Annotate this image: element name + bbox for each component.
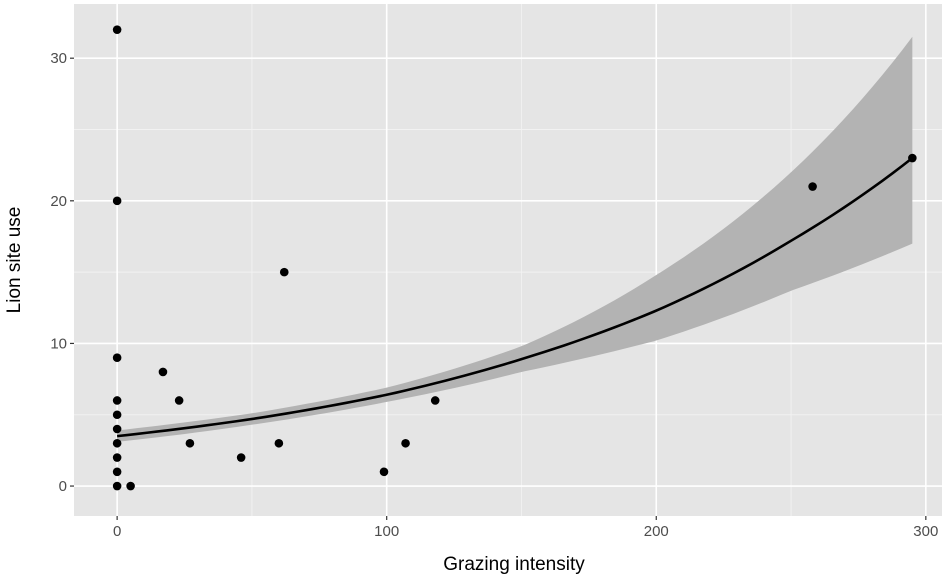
data-point	[112, 196, 122, 206]
major-gridlines	[74, 4, 942, 516]
x-axis: 0 100 200 300	[113, 516, 938, 540]
data-point	[126, 481, 135, 491]
data-point	[908, 153, 917, 163]
y-tick-label: 10	[50, 335, 67, 352]
data-point	[274, 438, 284, 448]
data-point	[112, 481, 122, 491]
data-point	[379, 467, 389, 477]
y-axis: 0 10 20 30	[50, 50, 74, 495]
data-point	[279, 267, 289, 277]
data-point	[112, 396, 122, 405]
data-point	[112, 353, 122, 362]
y-tick-label: 30	[50, 50, 67, 67]
data-points	[112, 25, 917, 491]
data-point	[112, 453, 122, 462]
y-axis-title: Lion site use	[4, 207, 25, 314]
y-tick-label: 20	[50, 193, 67, 210]
data-point	[112, 438, 122, 448]
data-point	[185, 438, 195, 448]
x-tick-label: 300	[913, 523, 938, 540]
data-point	[112, 424, 122, 434]
data-point	[158, 367, 168, 377]
x-tick-label: 200	[644, 523, 669, 540]
data-point	[174, 396, 184, 405]
data-point	[236, 453, 246, 462]
data-point	[112, 467, 122, 477]
fit-line	[116, 157, 914, 438]
data-point	[112, 25, 122, 34]
x-tick-label: 0	[113, 523, 121, 540]
x-tick-label: 100	[374, 523, 399, 540]
y-tick-label: 0	[59, 478, 67, 495]
data-point	[112, 410, 122, 420]
data-point	[401, 438, 410, 448]
data-point	[430, 396, 440, 405]
data-point	[808, 182, 817, 191]
x-axis-title: Grazing intensity	[443, 554, 585, 575]
